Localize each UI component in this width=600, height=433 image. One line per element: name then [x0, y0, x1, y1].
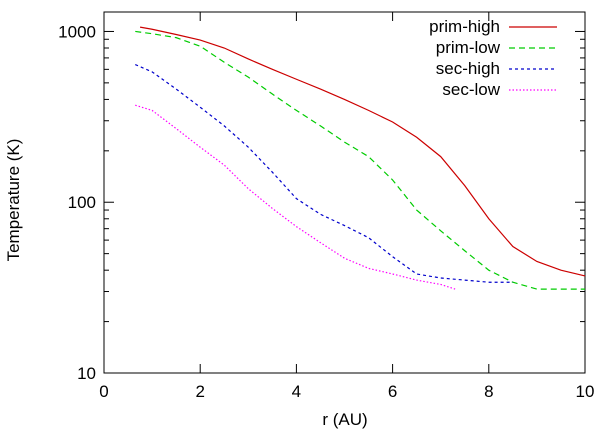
- axis-ticks: 0 2 4 6 8 10 10 100 1000: [58, 12, 594, 401]
- x-tick-label: 0: [99, 382, 108, 401]
- y-tick-label: 1000: [58, 22, 96, 41]
- y-tick-label: 100: [68, 193, 96, 212]
- plot-area: [103, 11, 586, 374]
- x-tick-label: 2: [195, 382, 204, 401]
- x-tick-label: 8: [484, 382, 493, 401]
- series-line-prim-high: [139, 26, 586, 277]
- y-tick-label: 10: [77, 364, 96, 383]
- x-tick-label: 4: [292, 382, 301, 401]
- legend-label: prim-low: [436, 38, 501, 57]
- legend-label: prim-high: [429, 17, 500, 36]
- legend-label: sec-high: [436, 59, 500, 78]
- legend-label: sec-low: [442, 80, 500, 99]
- series-line-prim-low: [135, 30, 585, 290]
- y-axis-label: Temperature (K): [4, 139, 23, 262]
- legend: prim-high prim-low sec-high sec-low: [429, 17, 557, 99]
- series-line-sec-low: [135, 104, 456, 290]
- series-layer: [135, 26, 586, 290]
- plot-frame: [103, 11, 586, 374]
- x-tick-label: 6: [388, 382, 397, 401]
- x-axis-label: r (AU): [322, 410, 367, 429]
- x-tick-label: 10: [576, 382, 595, 401]
- series-line-sec-high: [135, 64, 513, 283]
